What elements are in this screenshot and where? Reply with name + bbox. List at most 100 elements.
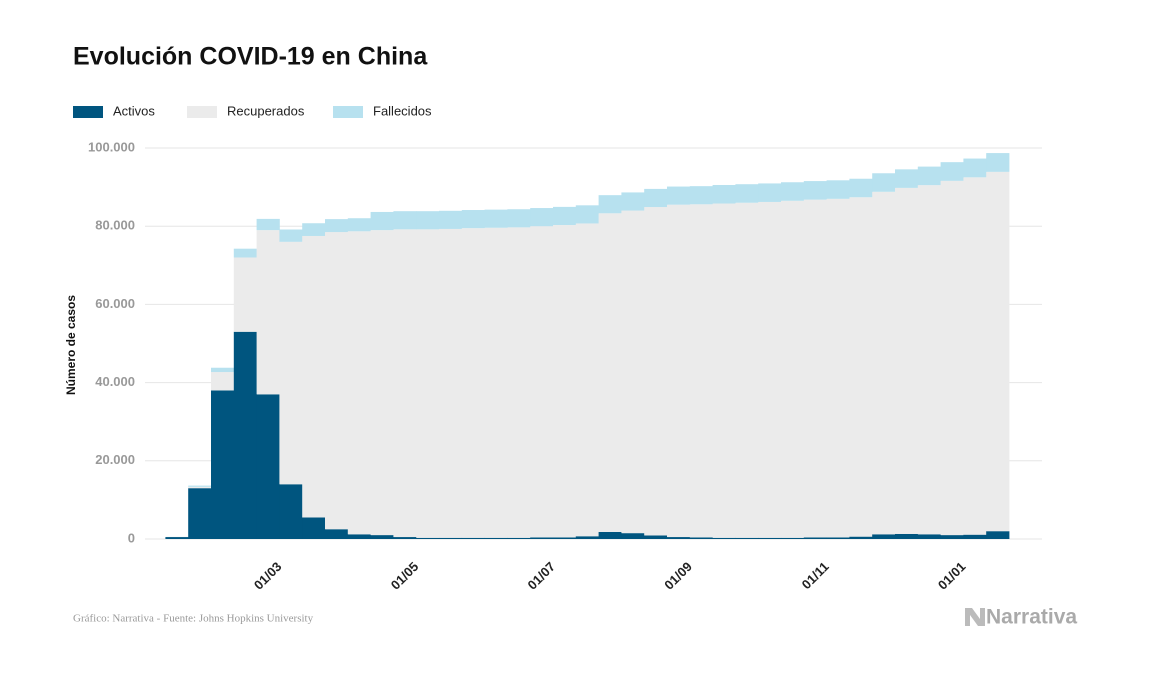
- x-tick-label: 01/01: [935, 559, 969, 593]
- bar-segment: [872, 173, 896, 192]
- y-tick-label: 0: [128, 530, 135, 545]
- bar-segment: [781, 200, 805, 538]
- bar-segment: [279, 241, 303, 485]
- y-tick-label: 60.000: [95, 296, 135, 311]
- bar-segment: [849, 178, 873, 198]
- chart-title: Evolución COVID-19 en China: [73, 43, 428, 71]
- x-tick-label: 01/07: [525, 559, 559, 593]
- bar-segment: [325, 529, 349, 539]
- bar-segment: [803, 537, 827, 539]
- bar-segment: [963, 177, 987, 535]
- bar-segment: [553, 206, 577, 226]
- bar-segment: [735, 537, 759, 539]
- bar-segment: [461, 228, 485, 538]
- bar-segment: [256, 394, 280, 539]
- bar-segment: [188, 485, 212, 487]
- bar-segment: [598, 213, 622, 532]
- bar-segment: [484, 537, 508, 539]
- bar-segment: [940, 180, 964, 536]
- legend-label: Activos: [113, 103, 155, 118]
- bar-segment: [370, 535, 394, 539]
- bar-segment: [917, 166, 941, 186]
- bar-segment: [233, 257, 257, 332]
- bar-segment: [803, 199, 827, 538]
- legend-label: Recuperados: [227, 103, 305, 118]
- bar-segment: [347, 534, 371, 539]
- legend-swatch: [333, 106, 363, 118]
- bar-segment: [256, 218, 280, 231]
- bar-segment: [484, 209, 508, 228]
- bar-segment: [712, 203, 736, 538]
- bar-segment: [940, 162, 964, 181]
- legend-label: Fallecidos: [373, 103, 432, 118]
- bar-segment: [553, 537, 577, 539]
- bar-segment: [507, 209, 531, 228]
- bar-segment: [621, 533, 645, 539]
- bar-segment: [758, 183, 782, 202]
- bar-segment: [826, 198, 850, 538]
- bar-segment: [621, 210, 645, 534]
- bar-segment: [781, 537, 805, 539]
- bar-segment: [370, 230, 394, 536]
- bar-segment: [393, 229, 417, 538]
- bar-segment: [986, 171, 1010, 532]
- x-tick-label: 01/11: [799, 559, 832, 592]
- bar-segment: [849, 536, 873, 539]
- legend-swatch: [73, 106, 103, 118]
- bar-segment: [598, 195, 622, 214]
- bar-segment: [211, 367, 235, 373]
- bar-segment: [803, 181, 827, 200]
- x-tick-label: 01/09: [661, 559, 695, 593]
- bar-segment: [165, 537, 189, 539]
- bar-segment: [302, 235, 326, 518]
- logo: Narrativa: [986, 606, 1077, 629]
- y-tick-label: 20.000: [95, 452, 135, 467]
- bar-segment: [872, 191, 896, 535]
- bar-segment: [553, 225, 577, 538]
- bar-segment: [667, 186, 691, 205]
- bar-segment: [667, 204, 691, 538]
- bar-segment: [895, 187, 919, 534]
- x-tick-label: 01/05: [388, 559, 422, 593]
- bar-segment: [872, 534, 896, 539]
- bar-segment: [963, 534, 987, 539]
- logo-icon: [965, 608, 985, 626]
- bar-segment: [689, 204, 713, 538]
- bar-segment: [233, 331, 257, 539]
- bar-segment: [439, 210, 463, 229]
- bar-segment: [712, 184, 736, 204]
- bar-segment: [347, 231, 371, 535]
- bar-segment: [598, 531, 622, 539]
- bar-segment: [575, 205, 599, 224]
- bar-segment: [393, 211, 417, 230]
- bar-segment: [712, 537, 736, 539]
- bar-segment: [302, 517, 326, 539]
- bar-segment: [644, 188, 668, 208]
- bar-segment: [917, 534, 941, 539]
- bar-segment: [986, 153, 1010, 172]
- bar-segment: [416, 229, 440, 538]
- bar-segment: [735, 202, 759, 538]
- bar-segment: [233, 248, 257, 258]
- bar-segment: [393, 537, 417, 539]
- bar-segment: [644, 207, 668, 536]
- bar-segment: [416, 211, 440, 230]
- bar-segment: [826, 537, 850, 539]
- bar-segment: [302, 223, 326, 236]
- bar-segment: [325, 232, 349, 530]
- bar-segment: [758, 201, 782, 538]
- bar-segment: [279, 229, 303, 242]
- bar-segment: [211, 390, 235, 539]
- bar-segment: [735, 184, 759, 203]
- bar-segment: [758, 537, 782, 539]
- bar-segment: [530, 226, 554, 538]
- bar-segment: [507, 227, 531, 538]
- bar-segment: [530, 208, 554, 227]
- y-tick-label: 100.000: [88, 139, 135, 154]
- bar-segment: [347, 218, 371, 232]
- bar-segment: [940, 535, 964, 539]
- legend-swatch: [187, 106, 217, 118]
- bar-segment: [439, 228, 463, 538]
- bar-segment: [279, 484, 303, 539]
- bar-segment: [484, 227, 508, 538]
